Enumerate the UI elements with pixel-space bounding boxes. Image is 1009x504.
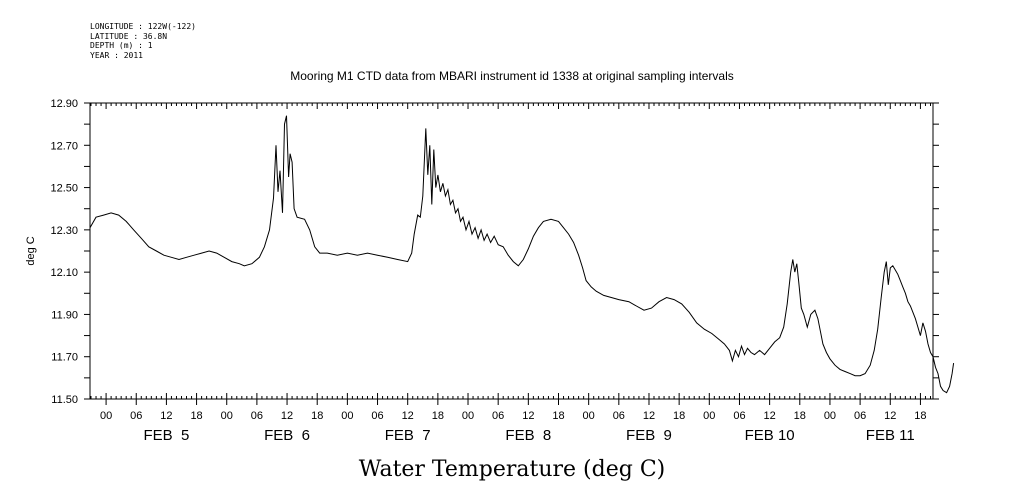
x-tick-label: 12	[643, 410, 655, 422]
x-tick-label: 00	[100, 410, 112, 422]
x-tick-label: 06	[613, 410, 625, 422]
x-tick-label: 12	[160, 410, 172, 422]
y-tick-label: 12.30	[50, 225, 78, 237]
y-tick-labels: 11.50 11.70 11.90 12.10 12.30 12.50 12.70 12.90	[50, 98, 78, 406]
x-tick-label: 06	[251, 410, 263, 422]
y-tick-label: 11.50	[51, 394, 78, 406]
depth-label: DEPTH (m) : 1	[90, 41, 153, 50]
x-tick-label: 18	[914, 410, 926, 422]
x-tick-label: 12	[884, 410, 896, 422]
y-tick-label: 11.70	[51, 352, 78, 364]
x-tick-label: 00	[703, 410, 715, 422]
day-label: FEB 8	[505, 427, 551, 444]
x-tick-label: 00	[824, 410, 836, 422]
x-tick-label: 12	[522, 410, 534, 422]
x-tick-label: 06	[492, 410, 504, 422]
x-tick-label: 12	[281, 410, 293, 422]
temperature-series-line	[89, 115, 955, 394]
day-label: FEB 5	[143, 427, 189, 444]
x-tick-label: 06	[371, 410, 383, 422]
x-tick-label: 18	[794, 410, 806, 422]
x-tick-label: 12	[764, 410, 776, 422]
x-axis-title: Water Temperature (deg C)	[359, 457, 666, 482]
day-label: FEB 11	[866, 427, 915, 444]
metadata-block: LONGITUDE : 122W(-122) LATITUDE : 36.8N …	[90, 22, 196, 60]
chart-title: Mooring M1 CTD data from MBARI instrumen…	[290, 69, 734, 83]
latitude-label: LATITUDE : 36.8N	[90, 31, 168, 41]
longitude-label: LONGITUDE : 122W(-122)	[90, 22, 196, 31]
x-tick-label: 06	[733, 410, 745, 422]
y-tick-label: 11.90	[51, 309, 78, 321]
x-tick-label: 00	[221, 410, 233, 422]
x-tick-labels: 00 06 12 18 00 06 12 18 00 06 12 18 00 06 12 18 00 06 12 18…	[100, 410, 927, 422]
x-tick-label: 18	[673, 410, 685, 422]
day-labels: FEB 5 FEB 6 FEB 7 FEB 8 FEB 9 FEB 10 FEB 11	[143, 427, 914, 444]
x-tick-label: 18	[190, 410, 202, 422]
x-tick-label: 00	[341, 410, 353, 422]
y-tick-label: 12.10	[50, 267, 78, 279]
day-label: FEB 7	[385, 427, 431, 444]
x-tick-label: 18	[552, 410, 564, 422]
x-tick-label: 12	[402, 410, 414, 422]
y-tick-label: 12.50	[50, 183, 78, 195]
x-tick-label: 00	[462, 410, 474, 422]
x-tick-label: 06	[130, 410, 142, 422]
day-label: FEB 6	[264, 427, 310, 444]
x-tick-label: 18	[432, 410, 444, 422]
y-tick-label: 12.70	[50, 140, 78, 152]
x-tick-label: 18	[311, 410, 323, 422]
axis-ticks	[84, 102, 939, 405]
plot-frame	[89, 102, 934, 400]
y-tick-label: 12.90	[50, 98, 78, 110]
day-label: FEB 9	[626, 427, 672, 444]
x-tick-label: 06	[854, 410, 866, 422]
year-label: YEAR : 2011	[90, 50, 143, 60]
x-tick-label: 00	[583, 410, 595, 422]
y-axis-label: deg C	[25, 236, 37, 265]
day-label: FEB 10	[745, 427, 795, 444]
